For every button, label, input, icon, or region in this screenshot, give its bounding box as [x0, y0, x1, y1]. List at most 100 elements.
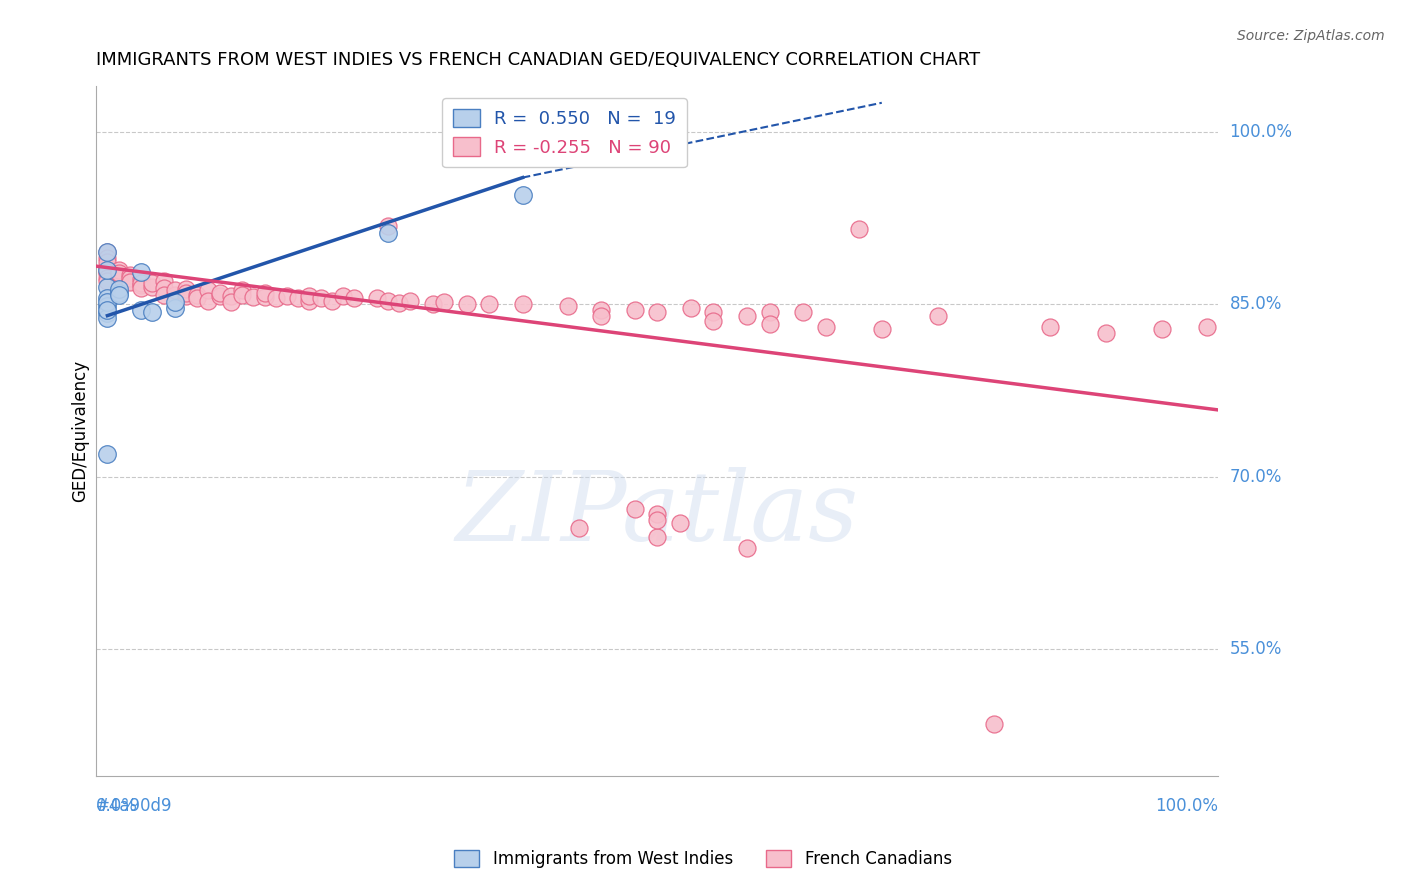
Point [107, 266, 129, 280]
Point [624, 502, 647, 516]
Point [197, 283, 219, 297]
Point [96, 245, 118, 260]
Point [152, 274, 174, 288]
Point [163, 301, 186, 315]
Point [174, 282, 197, 296]
Y-axis label: GED/Equivalency: GED/Equivalency [72, 359, 89, 501]
Point [96, 274, 118, 288]
Point [253, 290, 276, 304]
Point [96, 245, 118, 260]
Point [186, 288, 208, 302]
Point [118, 268, 141, 283]
Point [668, 516, 690, 530]
Legend: R =  0.550   N =  19, R = -0.255   N = 90: R = 0.550 N = 19, R = -0.255 N = 90 [441, 98, 688, 168]
Point [242, 290, 264, 304]
Point [219, 294, 242, 309]
Point [96, 302, 118, 317]
Point [141, 280, 163, 294]
Point [343, 291, 366, 305]
Point [129, 277, 152, 291]
Point [377, 219, 399, 233]
Text: 0.0%: 0.0% [96, 797, 138, 814]
Point [107, 285, 129, 300]
Point [219, 289, 242, 303]
Point [422, 297, 444, 311]
Point [96, 310, 118, 325]
Point [366, 291, 388, 305]
Point [129, 281, 152, 295]
Point [174, 285, 197, 300]
Point [478, 297, 501, 311]
Text: 70.0%: 70.0% [1230, 467, 1282, 486]
Point [163, 288, 186, 302]
Point [152, 281, 174, 295]
Point [512, 297, 534, 311]
Text: 85.0%: 85.0% [1230, 295, 1282, 313]
Legend: Immigrants from West Indies, French Canadians: Immigrants from West Indies, French Cana… [447, 843, 959, 875]
Point [118, 275, 141, 289]
Point [512, 187, 534, 202]
Point [129, 302, 152, 317]
Point [197, 293, 219, 308]
Point [152, 288, 174, 302]
Point [647, 529, 669, 543]
Point [107, 262, 129, 277]
Point [118, 270, 141, 285]
Point [1152, 322, 1174, 336]
Point [96, 291, 118, 305]
Point [321, 293, 343, 308]
Point [129, 277, 152, 292]
Point [647, 507, 669, 521]
Point [848, 222, 870, 236]
Text: 100.0%: 100.0% [1156, 797, 1219, 814]
Point [208, 285, 231, 300]
Point [591, 309, 613, 323]
Point [208, 289, 231, 303]
Point [568, 521, 591, 535]
Point [927, 309, 949, 323]
Point [433, 294, 456, 309]
Point [253, 285, 276, 300]
Point [377, 293, 399, 308]
Point [1039, 320, 1062, 334]
Point [298, 293, 321, 308]
Point [983, 717, 1005, 731]
Point [96, 265, 118, 279]
Point [792, 305, 814, 319]
Point [287, 291, 309, 305]
Point [647, 513, 669, 527]
Point [702, 314, 724, 328]
Text: IMMIGRANTS FROM WEST INDIES VS FRENCH CANADIAN GED/EQUIVALENCY CORRELATION CHART: IMMIGRANTS FROM WEST INDIES VS FRENCH CA… [96, 51, 980, 69]
Point [309, 291, 332, 305]
Point [557, 300, 579, 314]
Point [129, 272, 152, 286]
Text: ZIPatlas: ZIPatlas [456, 467, 859, 560]
Point [702, 305, 724, 319]
Point [647, 305, 669, 319]
Point [735, 309, 758, 323]
Point [231, 283, 253, 297]
Point [231, 288, 253, 302]
Point [276, 289, 298, 303]
Point [456, 297, 478, 311]
Point [758, 317, 780, 331]
Point [399, 293, 422, 308]
Point [96, 294, 118, 309]
Point [377, 226, 399, 240]
Point [1095, 326, 1118, 340]
Point [96, 254, 118, 268]
Point [107, 272, 129, 286]
Point [174, 289, 197, 303]
Point [107, 282, 129, 296]
Point [96, 447, 118, 461]
Point [624, 302, 647, 317]
Text: 100.0%: 100.0% [1230, 122, 1292, 141]
Point [96, 270, 118, 285]
Point [96, 306, 118, 320]
Point [163, 283, 186, 297]
Point [96, 251, 118, 265]
Point [264, 291, 287, 305]
Point [96, 266, 118, 280]
Point [735, 541, 758, 555]
Point [141, 305, 163, 319]
